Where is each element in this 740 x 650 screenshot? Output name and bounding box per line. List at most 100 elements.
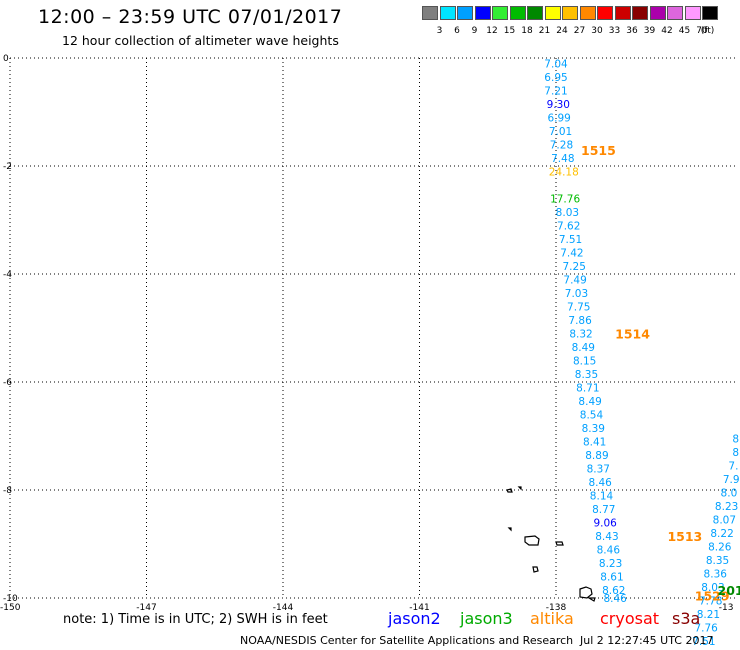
wave-height-value: 7. <box>728 461 738 473</box>
color-scale-swatch <box>474 6 491 20</box>
wave-height-value: 7.51 <box>559 234 582 246</box>
generation-timestamp: Jul 2 12:27:45 UTC 2017 <box>580 634 714 647</box>
wave-height-value: 8.21 <box>697 609 720 621</box>
lat-tick-label: 0 <box>3 54 9 64</box>
wave-height-value: 7.28 <box>550 139 573 151</box>
wave-height-value: 8.41 <box>583 436 606 448</box>
wave-height-value: 7.62 <box>557 220 580 232</box>
wave-height-value: 8.03 <box>701 582 724 594</box>
wave-height-value: 9.06 <box>593 517 617 529</box>
lon-tick-label: -13 <box>719 603 734 613</box>
wave-height-value: 8.62 <box>602 585 625 597</box>
color-scale-label: 24 <box>556 26 568 36</box>
wave-height-value: 17.76 <box>550 193 580 205</box>
wave-height-value: 9.30 <box>547 99 570 111</box>
wave-height-value: 8.61 <box>600 571 623 583</box>
wave-height-value: 8.26 <box>708 542 732 554</box>
color-scale-label: 45 <box>678 26 691 36</box>
color-scale-label: 3 <box>436 26 443 36</box>
wave-height-value: 8.23 <box>715 501 738 513</box>
island-outline <box>532 566 539 573</box>
map-subtitle: 12 hour collection of altimeter wave hei… <box>62 33 339 48</box>
color-scale-swatch <box>684 6 701 20</box>
island-outline <box>524 535 540 546</box>
satellite-legend-jason3: jason3 <box>460 609 513 628</box>
wave-height-value: 7.04 <box>544 58 568 70</box>
wave-height-value: 7.03 <box>565 288 588 300</box>
satellite-legend-jason2: jason2 <box>388 609 441 628</box>
lon-tick-label: -147 <box>136 603 156 613</box>
wave-height-value: 8.39 <box>582 423 605 435</box>
wave-height-value: 8.89 <box>585 450 608 462</box>
color-scale-label: 12 <box>486 26 498 36</box>
color-scale-label: 70 <box>696 26 708 36</box>
island-outline <box>506 488 513 493</box>
wave-height-value: 8 <box>732 447 739 459</box>
wave-height-value: 8.07 <box>713 515 736 527</box>
track-time-label: 1515 <box>581 143 616 158</box>
island-outline <box>555 541 564 546</box>
color-scale-swatch <box>667 6 683 20</box>
color-scale-label: 30 <box>591 26 603 36</box>
wave-height-value: 24.18 <box>549 166 579 178</box>
color-scale-swatch <box>544 6 561 20</box>
wave-height-value: 8.46 <box>603 593 627 605</box>
footnote: note: 1) Time is in UTC; 2) SWH is in fe… <box>63 612 328 627</box>
lat-tick-label: -8 <box>3 486 12 496</box>
color-scale-label: 36 <box>626 26 638 36</box>
lon-tick-label: -150 <box>0 603 21 613</box>
island-outline <box>507 527 512 532</box>
wave-height-value: 7.01 <box>549 126 572 138</box>
color-scale-swatch <box>422 6 438 20</box>
wave-height-value: 7.21 <box>544 85 567 97</box>
wave-height-value: 8.49 <box>578 396 601 408</box>
color-scale-swatch <box>614 6 631 20</box>
wave-height-value: 8.14 <box>590 490 614 502</box>
wave-height-value: 8.35 <box>706 555 729 567</box>
track-time-label: 1514 <box>615 326 650 341</box>
wave-height-value: 8.49 <box>572 342 595 354</box>
wave-height-value: 8.35 <box>575 369 598 381</box>
lon-tick-label: -138 <box>546 603 567 613</box>
color-scale-label: 6 <box>454 26 460 36</box>
wave-height-value: 6.99 <box>547 112 570 124</box>
island-outline <box>517 486 522 491</box>
wave-height-value: 7.9 <box>723 474 740 486</box>
credit-line: NOAA/NESDIS Center for Satellite Applica… <box>240 634 574 647</box>
color-scale-swatch <box>632 6 648 20</box>
wave-height-value: 8.37 <box>587 463 610 475</box>
wave-height-value: 8.03 <box>556 207 579 219</box>
wave-height-value: 7.48 <box>551 153 574 165</box>
wave-height-value: 8.15 <box>573 355 596 367</box>
color-scale-swatch <box>702 6 718 20</box>
lat-tick-label: -2 <box>3 162 12 172</box>
color-scale-swatch <box>562 6 578 20</box>
island-outline <box>579 586 593 599</box>
color-scale-swatch <box>439 6 456 20</box>
wave-height-value: 8.0 <box>721 488 738 500</box>
map-title: 12:00 – 23:59 UTC 07/01/2017 <box>38 6 343 28</box>
wave-height-value: 7.25 <box>563 261 586 273</box>
color-scale-swatch <box>597 6 613 20</box>
wave-height-value: 8.54 <box>580 409 604 421</box>
satellite-legend-cryosat: cryosat <box>600 609 660 628</box>
wave-height-value: 8.36 <box>704 569 728 581</box>
wave-height-value: 8.23 <box>599 558 622 570</box>
wave-height-value: 7.78 <box>699 596 722 608</box>
satellite-legend-altika: altika <box>530 609 574 628</box>
track-time-label: 1529 <box>695 588 730 603</box>
wave-height-value: 8.32 <box>569 328 592 340</box>
wave-height-value: 7.75 <box>567 301 590 313</box>
color-scale-swatch <box>509 6 526 20</box>
color-scale-label: 39 <box>643 26 656 36</box>
wave-height-value: 8.22 <box>710 528 733 540</box>
color-scale-unit: (ft) <box>700 26 715 36</box>
wave-height-value: 7.86 <box>568 315 592 327</box>
color-scale-label: 18 <box>521 26 533 36</box>
wave-height-value: 8.43 <box>595 531 618 543</box>
track-time-label: 201 <box>718 583 740 598</box>
color-scale-swatch <box>527 6 543 20</box>
satellite-legend-s3a: s3a <box>672 609 701 628</box>
wave-height-value: 8.46 <box>588 477 612 489</box>
